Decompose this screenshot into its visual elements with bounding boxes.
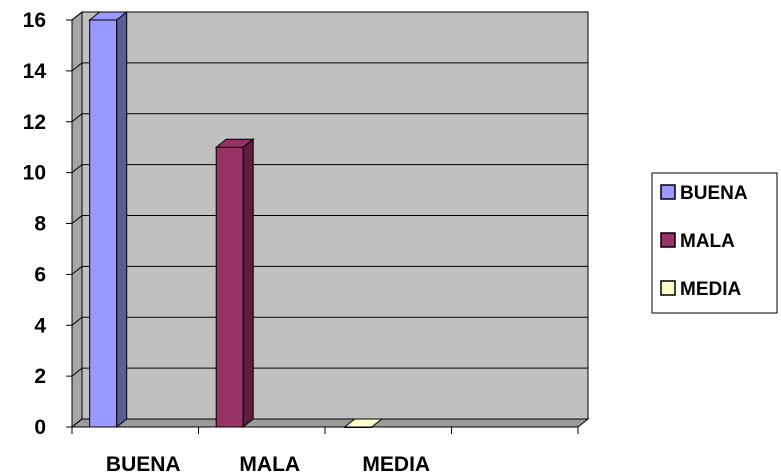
x-category-label: MEDIA [362,453,430,475]
gridline [71,367,588,377]
legend-swatch [660,184,676,200]
x-axis-labels: BUENA MALA MEDIA [106,453,430,475]
bar-side-face [116,10,128,429]
y-axis-ticks: 0 2 4 6 8 10 12 14 16 [23,9,47,439]
y-tick-label: 16 [23,9,46,32]
x-category-label: BUENA [106,453,181,475]
gridline [71,265,588,275]
y-tick-label: 14 [23,60,47,83]
bar-side-face [242,138,254,429]
y-tick-label: 0 [34,416,46,439]
legend: BUENA MALA MEDIA [651,172,778,314]
plot-floor [70,418,590,428]
y-tick-label: 6 [34,263,46,286]
gridline [71,11,588,21]
bar-front-face [89,19,118,428]
y-tick-label: 4 [34,314,46,337]
y-tick-label: 12 [23,111,46,134]
y-tick-label: 2 [34,365,46,388]
gridline [71,164,588,174]
legend-swatch [660,232,676,248]
y-tick-label: 8 [34,213,46,236]
x-category-label: MALA [239,453,300,475]
gridline [71,62,588,72]
axes [66,19,579,434]
gridline [71,113,588,123]
bar-buena [88,10,129,429]
bar-front-face [215,146,244,428]
y-tick-label: 10 [23,162,46,185]
legend-entry-label: MEDIA [680,279,742,300]
plot-floor-plane [70,418,590,428]
plot-wall [71,10,589,429]
bar-mala [214,138,255,429]
legend-swatch [660,280,676,296]
gridline [71,316,588,326]
bars [88,10,384,429]
gridline [71,215,588,224]
legend-entry-label: BUENA [680,183,748,204]
legend-entry-label: MALA [680,231,735,252]
gridlines [71,11,588,428]
